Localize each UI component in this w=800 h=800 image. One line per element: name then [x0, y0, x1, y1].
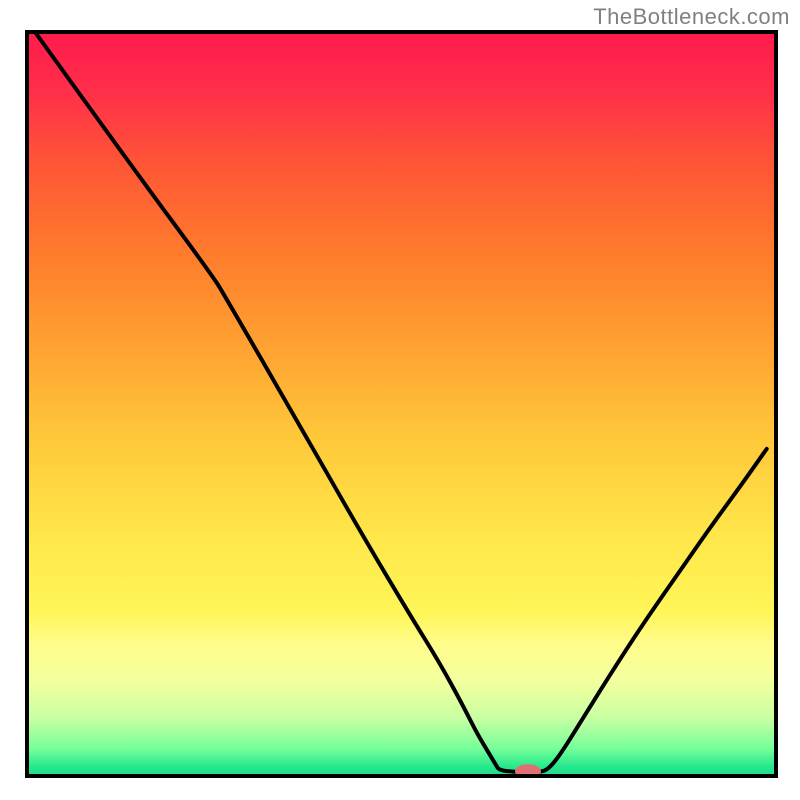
plot-area	[25, 30, 778, 778]
watermark-text: TheBottleneck.com	[593, 4, 790, 30]
gradient-background	[25, 30, 778, 778]
chart-container: TheBottleneck.com	[0, 0, 800, 800]
bottleneck-chart	[0, 0, 800, 800]
